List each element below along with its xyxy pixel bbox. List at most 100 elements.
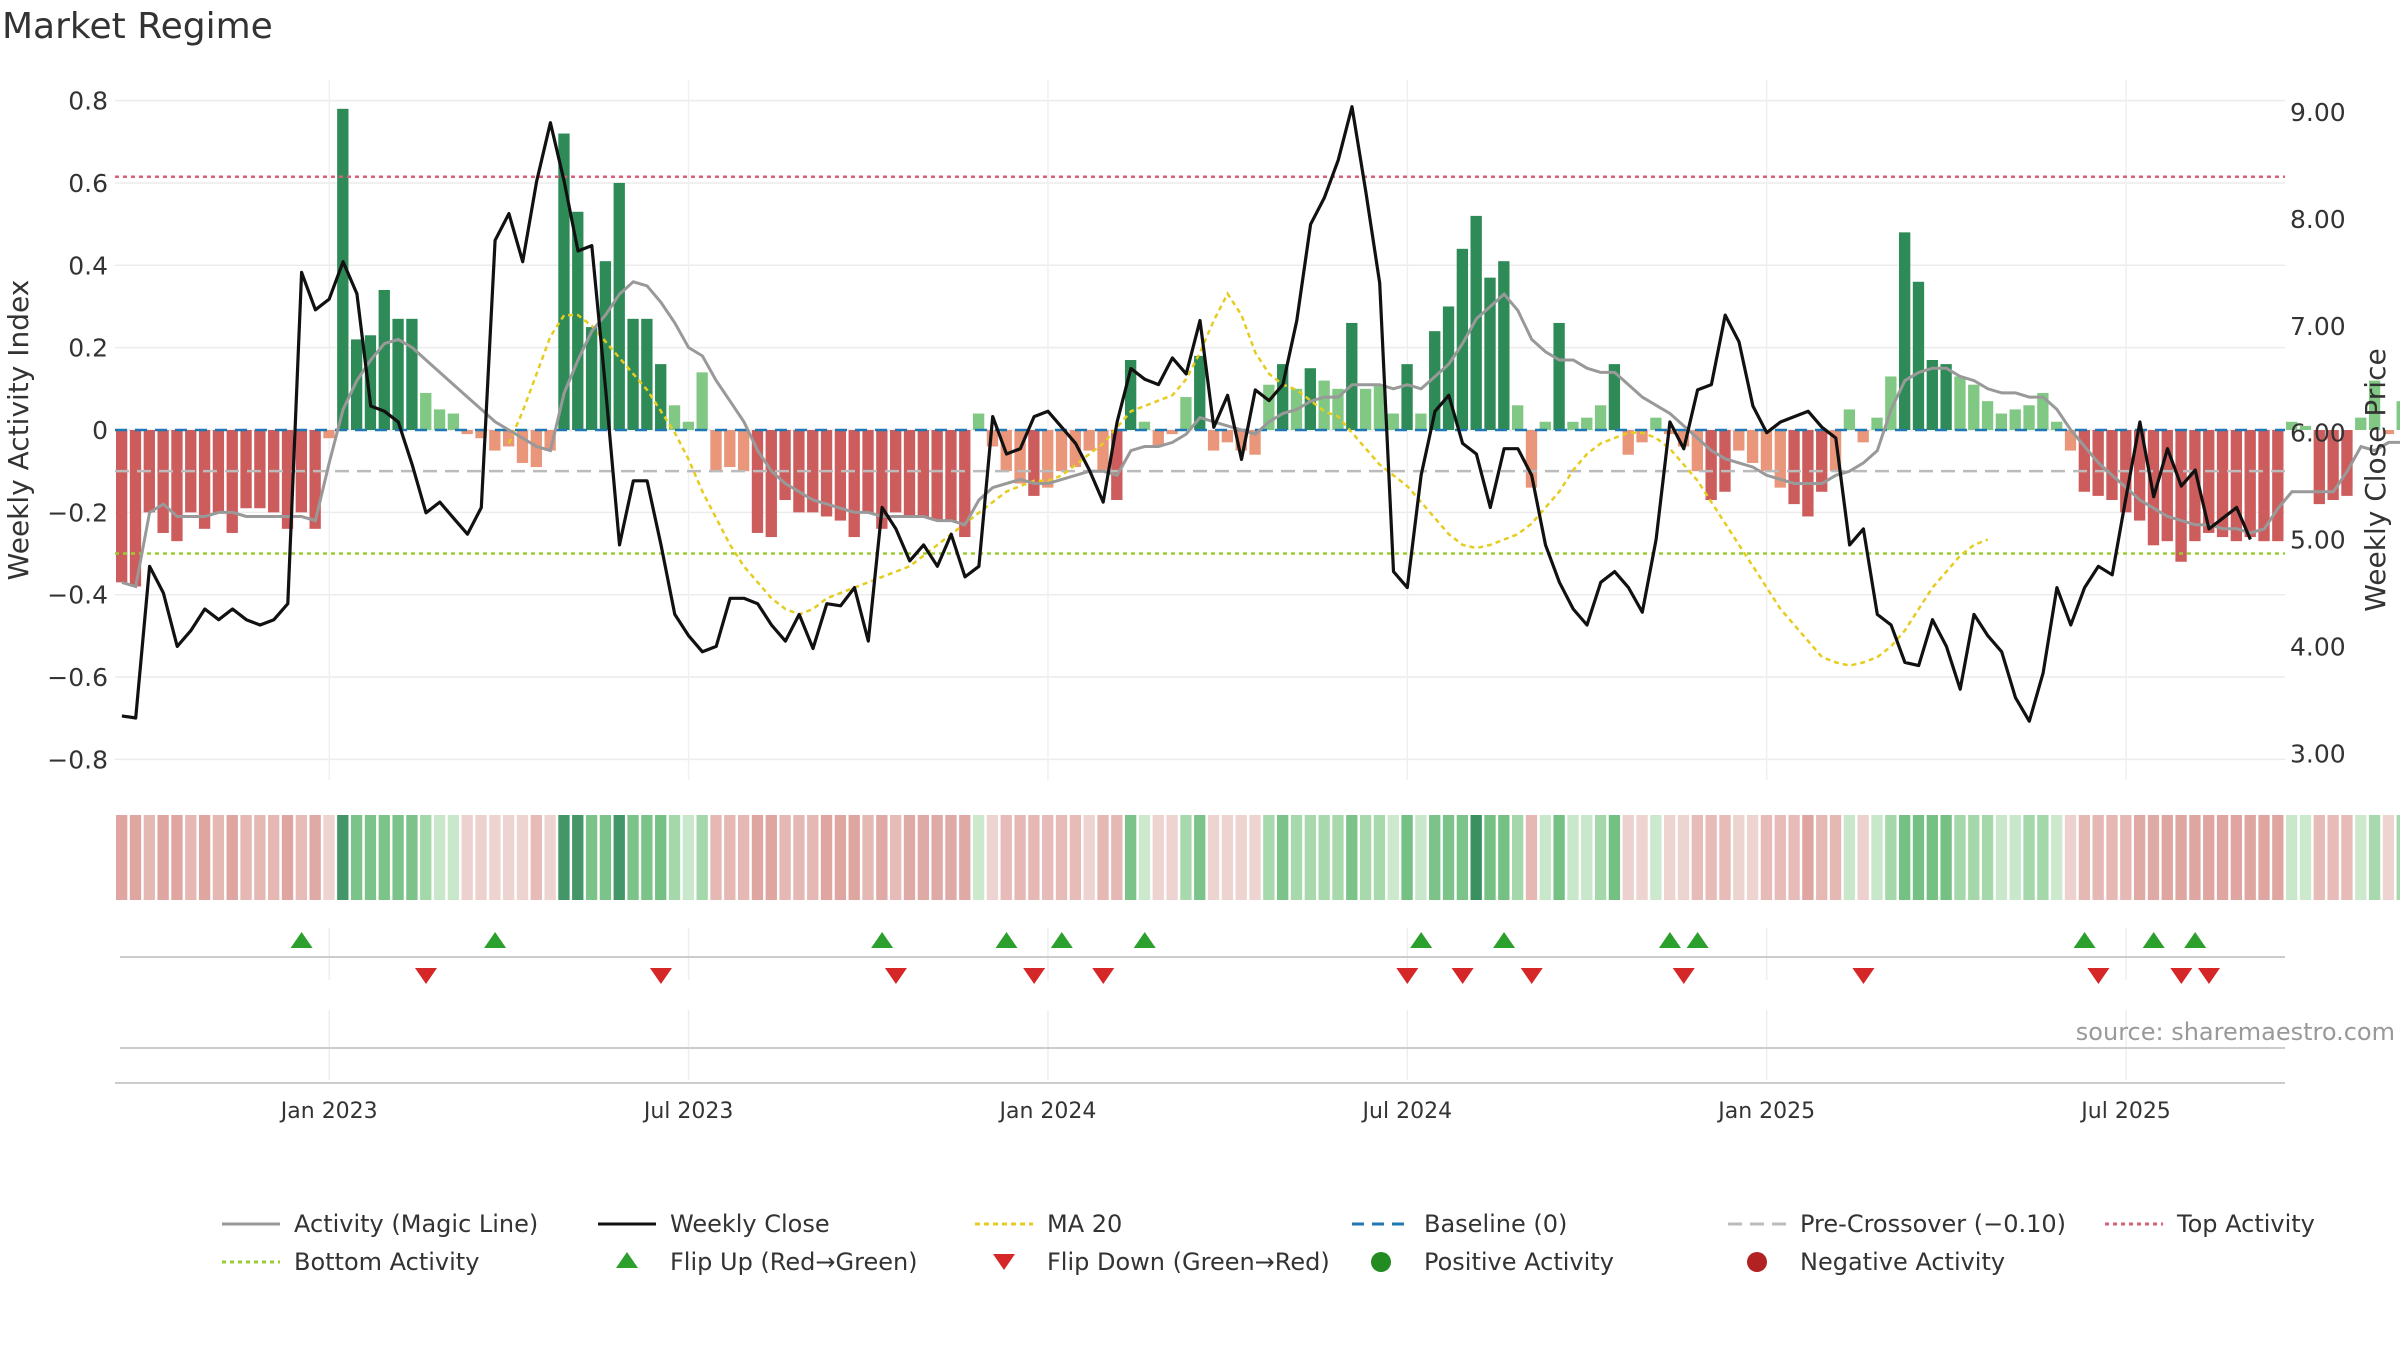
left-tick-label: 0.8 [68,87,108,116]
regime-strip-cell [1235,815,1247,900]
activity-bar [696,372,708,430]
activity-bar [917,430,929,517]
right-tick-label: 7.00 [2290,312,2346,341]
flip-down-marker [1672,968,1695,984]
activity-bar [1636,430,1648,443]
regime-strip-cell [1318,815,1330,900]
activity-bar [2161,430,2173,542]
legend-label: Positive Activity [1424,1248,1614,1276]
regime-strip-cell [724,815,736,900]
activity-bar [834,430,847,521]
activity-bar [254,430,266,509]
legend-item: Pre-Crossover (−0.10) [1728,1210,2066,1238]
activity-bar [558,133,570,430]
legend: Activity (Magic Line) Weekly Close MA 20 Ba… [222,1210,2315,1276]
activity-bar [2189,430,2201,542]
activity-bar [1567,421,1579,430]
activity-bar [1387,413,1399,430]
activity-bar [682,421,695,430]
activity-bar [226,430,238,533]
activity-bar [2216,430,2229,538]
regime-strip-cell [129,815,142,900]
activity-bar [1843,409,1856,430]
regime-strip-cell [2037,815,2049,900]
flip-down-marker [414,968,437,984]
activity-bar [1829,430,1842,472]
regime-strip-cell [1608,815,1621,900]
activity-bar [1857,430,1869,443]
regime-strip-cell [1401,815,1413,900]
activity-bar [737,430,750,472]
flip-down-marker [1396,968,1419,984]
regime-strip-cell [281,815,294,900]
flip-down-marker [1852,968,1875,984]
regime-strip-cell [1622,815,1634,900]
activity-bar [1415,413,1427,430]
regime-strip-cell [1788,815,1800,900]
regime-strip-cell [2203,815,2215,900]
activity-bar [2341,430,2353,496]
regime-strip-cell [1124,815,1137,900]
activity-bar [1401,364,1413,430]
activity-bar [599,261,612,430]
regime-strip-cell [1594,815,1607,900]
flip-up-marker [484,932,507,948]
activity-bar [2396,401,2400,430]
flip-up-marker [1493,932,1516,948]
activity-bar [2382,430,2395,435]
activity-bar [420,392,432,430]
activity-bar [447,413,460,430]
activity-bar [1553,322,1565,430]
regime-strip-cell [433,815,446,900]
chart-title: Market Regime [2,6,273,47]
activity-bar [1484,277,1496,430]
activity-bar [848,430,860,538]
activity-bar [724,430,736,468]
right-tick-label: 3.00 [2290,739,2346,768]
regime-strip-cell [1277,815,1289,900]
activity-bar [1346,322,1358,430]
activity-bar [530,430,542,468]
regime-strip-cell [1069,815,1082,900]
regime-strip-cell [1995,815,2008,900]
activity-bar [1152,430,1164,447]
activity-bar [2355,417,2367,430]
regime-strip-cell [986,815,999,900]
flip-down-marker [2197,968,2220,984]
regime-strip-cell [2299,815,2312,900]
axes: 0.8 0.6 0.4 0.2 0 −0.2 −0.4 −0.6 −0.8 9.00 8.00 7.0… [2,87,2392,1124]
regime-strip-cell [1746,815,1759,900]
activity-bar [1981,401,1994,430]
regime-strip-cell [613,815,625,900]
flip-down-marker [2170,968,2193,984]
regime-strip-cell [820,815,833,900]
flip-up-marker [1658,932,1681,948]
reference-lines [115,175,2285,555]
regime-strip-cell [1249,815,1261,900]
activity-bar [1055,430,1068,472]
legend-label: MA 20 [1047,1210,1122,1238]
activity-bar [1235,430,1247,451]
regime-strip-cell [765,815,777,900]
activity-bar [171,430,183,542]
left-tick-label: 0.6 [68,169,108,198]
activity-bar [2244,430,2256,538]
activity-bar [516,430,529,463]
activity-bar [212,430,225,513]
regime-strip-cell [1650,815,1662,900]
magic-line [121,280,2400,589]
activity-bar [1097,430,1109,472]
activity-bar [2023,405,2035,430]
regime-strip-cell [1968,815,1980,900]
regime-strip-cell [378,815,390,900]
regime-strip-cell [793,815,805,900]
left-axis-label: Weekly Activity Index [2,280,35,581]
activity-bar [1318,380,1330,430]
activity-bar [2106,430,2118,500]
x-tick-label: Jan 2023 [279,1099,378,1124]
regime-strip-cell [364,815,377,900]
regime-strip-cell [1926,815,1938,900]
regime-strip-cell [2106,815,2118,900]
